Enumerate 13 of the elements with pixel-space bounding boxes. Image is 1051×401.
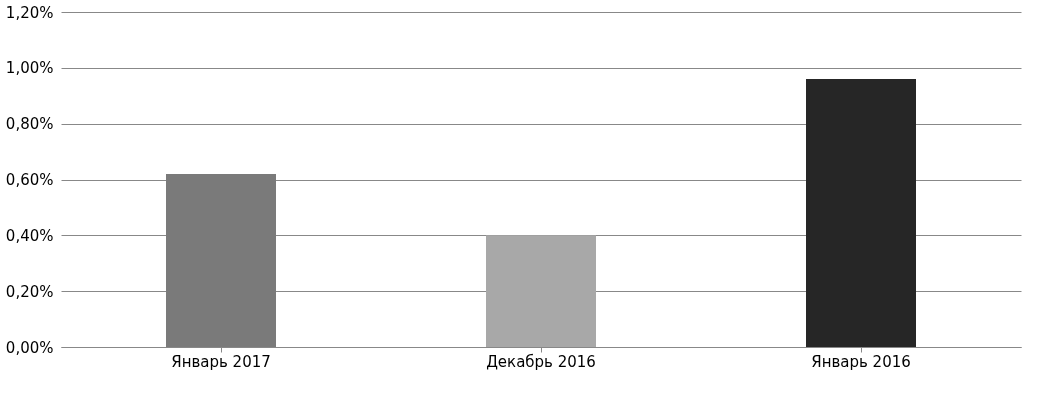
y-tick-label: 0,80% (5, 115, 54, 134)
bar (486, 235, 596, 347)
y-tick-label: 0,00% (5, 338, 54, 357)
y-tick-label: 0,60% (5, 171, 54, 189)
x-tick-label: Январь 2016 (811, 352, 911, 371)
bar (806, 79, 916, 347)
bar (166, 173, 276, 347)
y-tick-label: 1,20% (5, 3, 54, 22)
x-tick-label: Декабрь 2016 (486, 352, 596, 371)
y-tick-label: 0,20% (5, 282, 54, 301)
y-tick-label: 1,00% (5, 59, 54, 78)
x-tick-label: Январь 2017 (171, 352, 271, 371)
y-tick-label: 0,40% (5, 226, 54, 245)
